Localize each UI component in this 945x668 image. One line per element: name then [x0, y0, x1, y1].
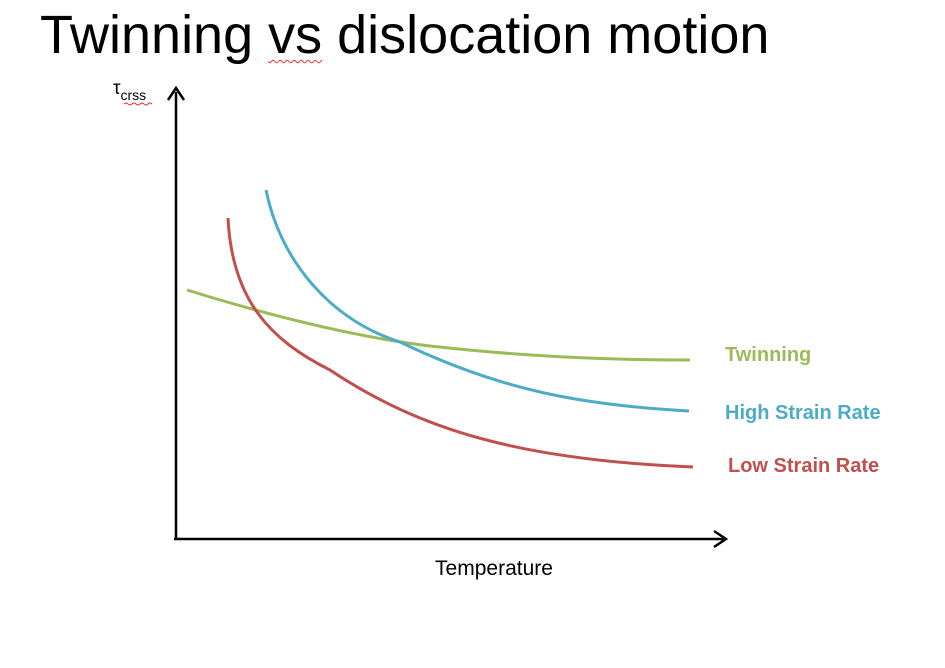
title-part-1: Twinning — [40, 5, 269, 65]
series-label-twinning: Twinning — [725, 344, 811, 366]
y-axis-arrow — [166, 85, 186, 101]
page-title: Twinning vs dislocation motion — [40, 5, 770, 65]
y-axis-label: τcrss — [113, 78, 146, 103]
series-label-low-strain-rate: Low Strain Rate — [728, 455, 879, 477]
title-part-vs: vs — [268, 5, 323, 65]
y-axis-symbol: τ — [113, 78, 121, 99]
low-strain-rate-curve — [226, 217, 694, 469]
y-axis-subscript: crss — [121, 87, 147, 103]
spellcheck-squiggle — [123, 102, 153, 106]
x-axis-label: Temperature — [435, 557, 553, 580]
twinning-curve — [186, 288, 691, 362]
high-strain-rate-curve — [264, 189, 690, 413]
title-part-2: dislocation motion — [322, 5, 770, 65]
x-axis-arrow — [713, 529, 729, 549]
series-label-high-strain-rate: High Strain Rate — [725, 402, 881, 424]
